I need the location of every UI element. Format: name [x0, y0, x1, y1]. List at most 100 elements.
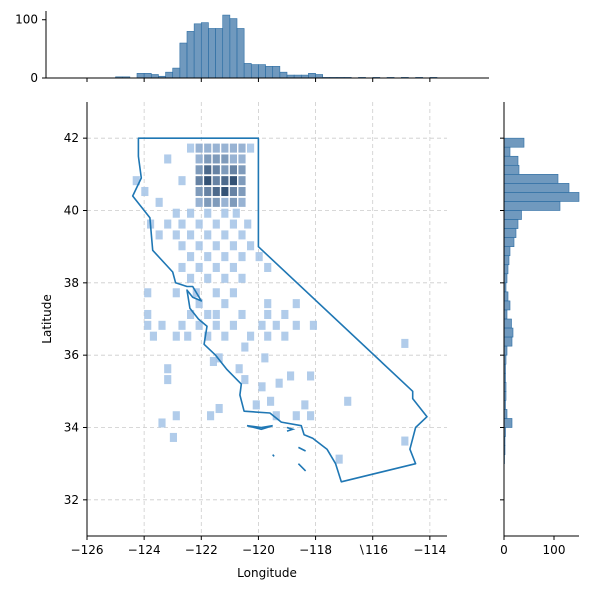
heatmap-cell — [195, 262, 203, 272]
right-marginal-histogram — [503, 137, 580, 464]
heatmap-cell — [241, 375, 249, 385]
channel-island — [298, 446, 306, 452]
heatmap-cell — [212, 154, 220, 164]
heatmap-cell — [335, 454, 343, 464]
heatmap-cell — [212, 320, 220, 330]
heatmap-cell — [212, 165, 220, 175]
heatmap-cell — [241, 342, 249, 352]
heatmap-cell — [204, 143, 212, 153]
heatmap-cell — [247, 143, 255, 153]
heatmap-cell — [307, 411, 315, 421]
heatmap-cell — [187, 309, 195, 319]
heatmap-cell — [221, 143, 229, 153]
top-hist-bar — [236, 28, 245, 79]
heatmap-cell — [287, 371, 295, 381]
heatmap-cell — [292, 299, 300, 309]
heatmap-cell — [238, 154, 246, 164]
heatmap-cell — [187, 230, 195, 240]
right-hist-bar — [503, 164, 520, 175]
y-axis-label: Latitude — [40, 294, 54, 343]
right-x-tick-label: 0 — [500, 543, 508, 557]
heatmap-cell — [238, 309, 246, 319]
right-hist-bar — [503, 146, 511, 157]
heatmap-cell — [264, 309, 272, 319]
heatmap-cell — [195, 299, 203, 309]
heatmap-cell — [172, 208, 180, 218]
heatmap-cell — [238, 165, 246, 175]
heatmap-cell — [238, 143, 246, 153]
y-tick-label: 42 — [64, 131, 79, 145]
heatmap-cell — [255, 252, 263, 262]
heatmap-cell — [149, 331, 157, 341]
top-hist-bar — [172, 67, 181, 79]
heatmap-cell — [221, 154, 229, 164]
heatmap-cell — [229, 186, 237, 197]
heatmap-cell — [155, 197, 163, 207]
top-hist-bar — [136, 73, 145, 79]
heatmap-cell — [204, 197, 212, 207]
top-hist-bar — [150, 74, 159, 79]
heatmap-cell — [292, 320, 300, 330]
heatmap-cell — [212, 309, 220, 319]
heatmap-cell — [204, 176, 212, 186]
right-hist-bar — [503, 237, 515, 247]
heatmap-cell — [155, 230, 163, 240]
heatmap-cell — [195, 241, 203, 251]
top-hist-bar — [200, 22, 209, 79]
heatmap-cell — [195, 165, 203, 175]
right-hist-bar — [503, 318, 512, 329]
heatmap-cell — [212, 197, 220, 207]
heatmap-cell — [204, 154, 212, 164]
heatmap-cell — [164, 364, 172, 374]
heatmap-cell — [238, 176, 246, 186]
right-hist-bar — [503, 264, 509, 275]
y-tick-label: 34 — [64, 421, 79, 435]
heatmap-cell — [187, 143, 195, 153]
heatmap-cell — [221, 273, 229, 283]
heatmap-cell — [401, 338, 409, 348]
heatmap-cell — [204, 273, 212, 283]
heatmap-cell — [307, 371, 315, 381]
heatmap-cell — [215, 403, 223, 414]
heatmap-cell — [215, 353, 223, 363]
heatmap-cell — [178, 262, 186, 272]
right-hist-bar — [503, 183, 570, 193]
heatmap-cell — [229, 219, 237, 229]
channel-island — [297, 463, 307, 472]
x-tick-label: −118 — [299, 543, 332, 557]
top-hist-bar — [315, 74, 324, 79]
channel-island — [272, 454, 275, 457]
heatmap-cell — [212, 186, 220, 197]
heatmap-cell — [144, 320, 152, 330]
top-hist-bar — [229, 18, 238, 79]
heatmap-cell — [184, 331, 192, 341]
heatmap-cell — [229, 154, 237, 164]
heatmap-cell — [292, 411, 300, 421]
heatmap-cell — [204, 331, 212, 341]
heatmap-cell — [238, 197, 246, 207]
heatmap-cell — [212, 176, 220, 186]
heatmap — [132, 143, 409, 464]
heatmap-cell — [235, 364, 243, 374]
x-tick-label: −126 — [71, 543, 104, 557]
heatmap-cell — [221, 197, 229, 207]
heatmap-cell — [212, 241, 220, 251]
channel-island — [286, 426, 296, 432]
heatmap-cell — [158, 320, 166, 330]
heatmap-cell — [144, 309, 152, 319]
right-hist-bar — [503, 137, 525, 148]
right-hist-bar — [503, 255, 510, 266]
heatmap-cell — [229, 143, 237, 153]
right-hist-bar — [503, 418, 513, 428]
top-hist-bar — [193, 23, 202, 79]
top-hist-bar — [272, 66, 281, 79]
heatmap-cell — [221, 176, 229, 186]
heatmap-cell — [238, 252, 246, 262]
heatmap-cell — [169, 432, 177, 442]
right-hist-bar — [503, 300, 511, 311]
heatmap-cell — [221, 165, 229, 175]
top-hist-bar — [215, 28, 224, 79]
y-tick-label: 36 — [64, 348, 79, 362]
x-tick-label: −114 — [413, 543, 446, 557]
